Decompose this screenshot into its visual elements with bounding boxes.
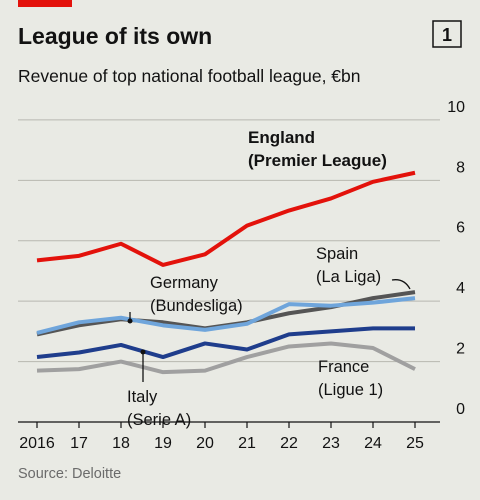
x-tick-label: 18	[112, 435, 130, 452]
series-line	[36, 170, 416, 267]
x-tick-label: 19	[154, 435, 172, 452]
series-label: Germany	[150, 274, 219, 292]
x-tick-label: 20	[196, 435, 214, 452]
series-sublabel: (Bundesliga)	[150, 297, 243, 315]
series-line	[36, 296, 416, 335]
series-label: England	[248, 128, 315, 147]
series-sublabel: (La Liga)	[316, 268, 381, 286]
y-tick-label: 2	[456, 341, 465, 358]
series-line	[36, 326, 415, 360]
x-tick-label: 22	[280, 435, 298, 452]
series-label: Italy	[127, 388, 158, 406]
leader-dot	[127, 318, 133, 324]
x-tick-label: 24	[364, 435, 382, 452]
leader-dot	[140, 349, 146, 355]
y-tick-label: 10	[447, 99, 465, 116]
series-sublabel: (Premier League)	[248, 151, 387, 170]
x-tick-label: 21	[238, 435, 256, 452]
y-tick-label: 8	[456, 159, 465, 176]
x-tick-label: 23	[322, 435, 340, 452]
series-sublabel: (Ligue 1)	[318, 381, 383, 399]
accent-bar	[18, 0, 72, 7]
y-tick-label: 4	[456, 280, 465, 297]
chart-number: 1	[442, 25, 452, 45]
chart-subtitle: Revenue of top national football league,…	[18, 66, 361, 86]
series-label: France	[318, 358, 369, 376]
leader-line	[391, 279, 411, 290]
source: Source: Deloitte	[18, 466, 121, 482]
series-label: Spain	[316, 245, 358, 263]
chart-title: League of its own	[18, 23, 212, 49]
series-sublabel: (Serie A)	[127, 411, 191, 429]
y-tick-label: 0	[456, 401, 465, 418]
y-tick-label: 6	[456, 220, 465, 237]
series-line	[36, 341, 416, 375]
chart-number-box	[432, 20, 462, 48]
x-tick-label: 2016	[19, 435, 55, 452]
x-tick-label: 17	[70, 435, 88, 452]
x-tick-label: 25	[406, 435, 424, 452]
